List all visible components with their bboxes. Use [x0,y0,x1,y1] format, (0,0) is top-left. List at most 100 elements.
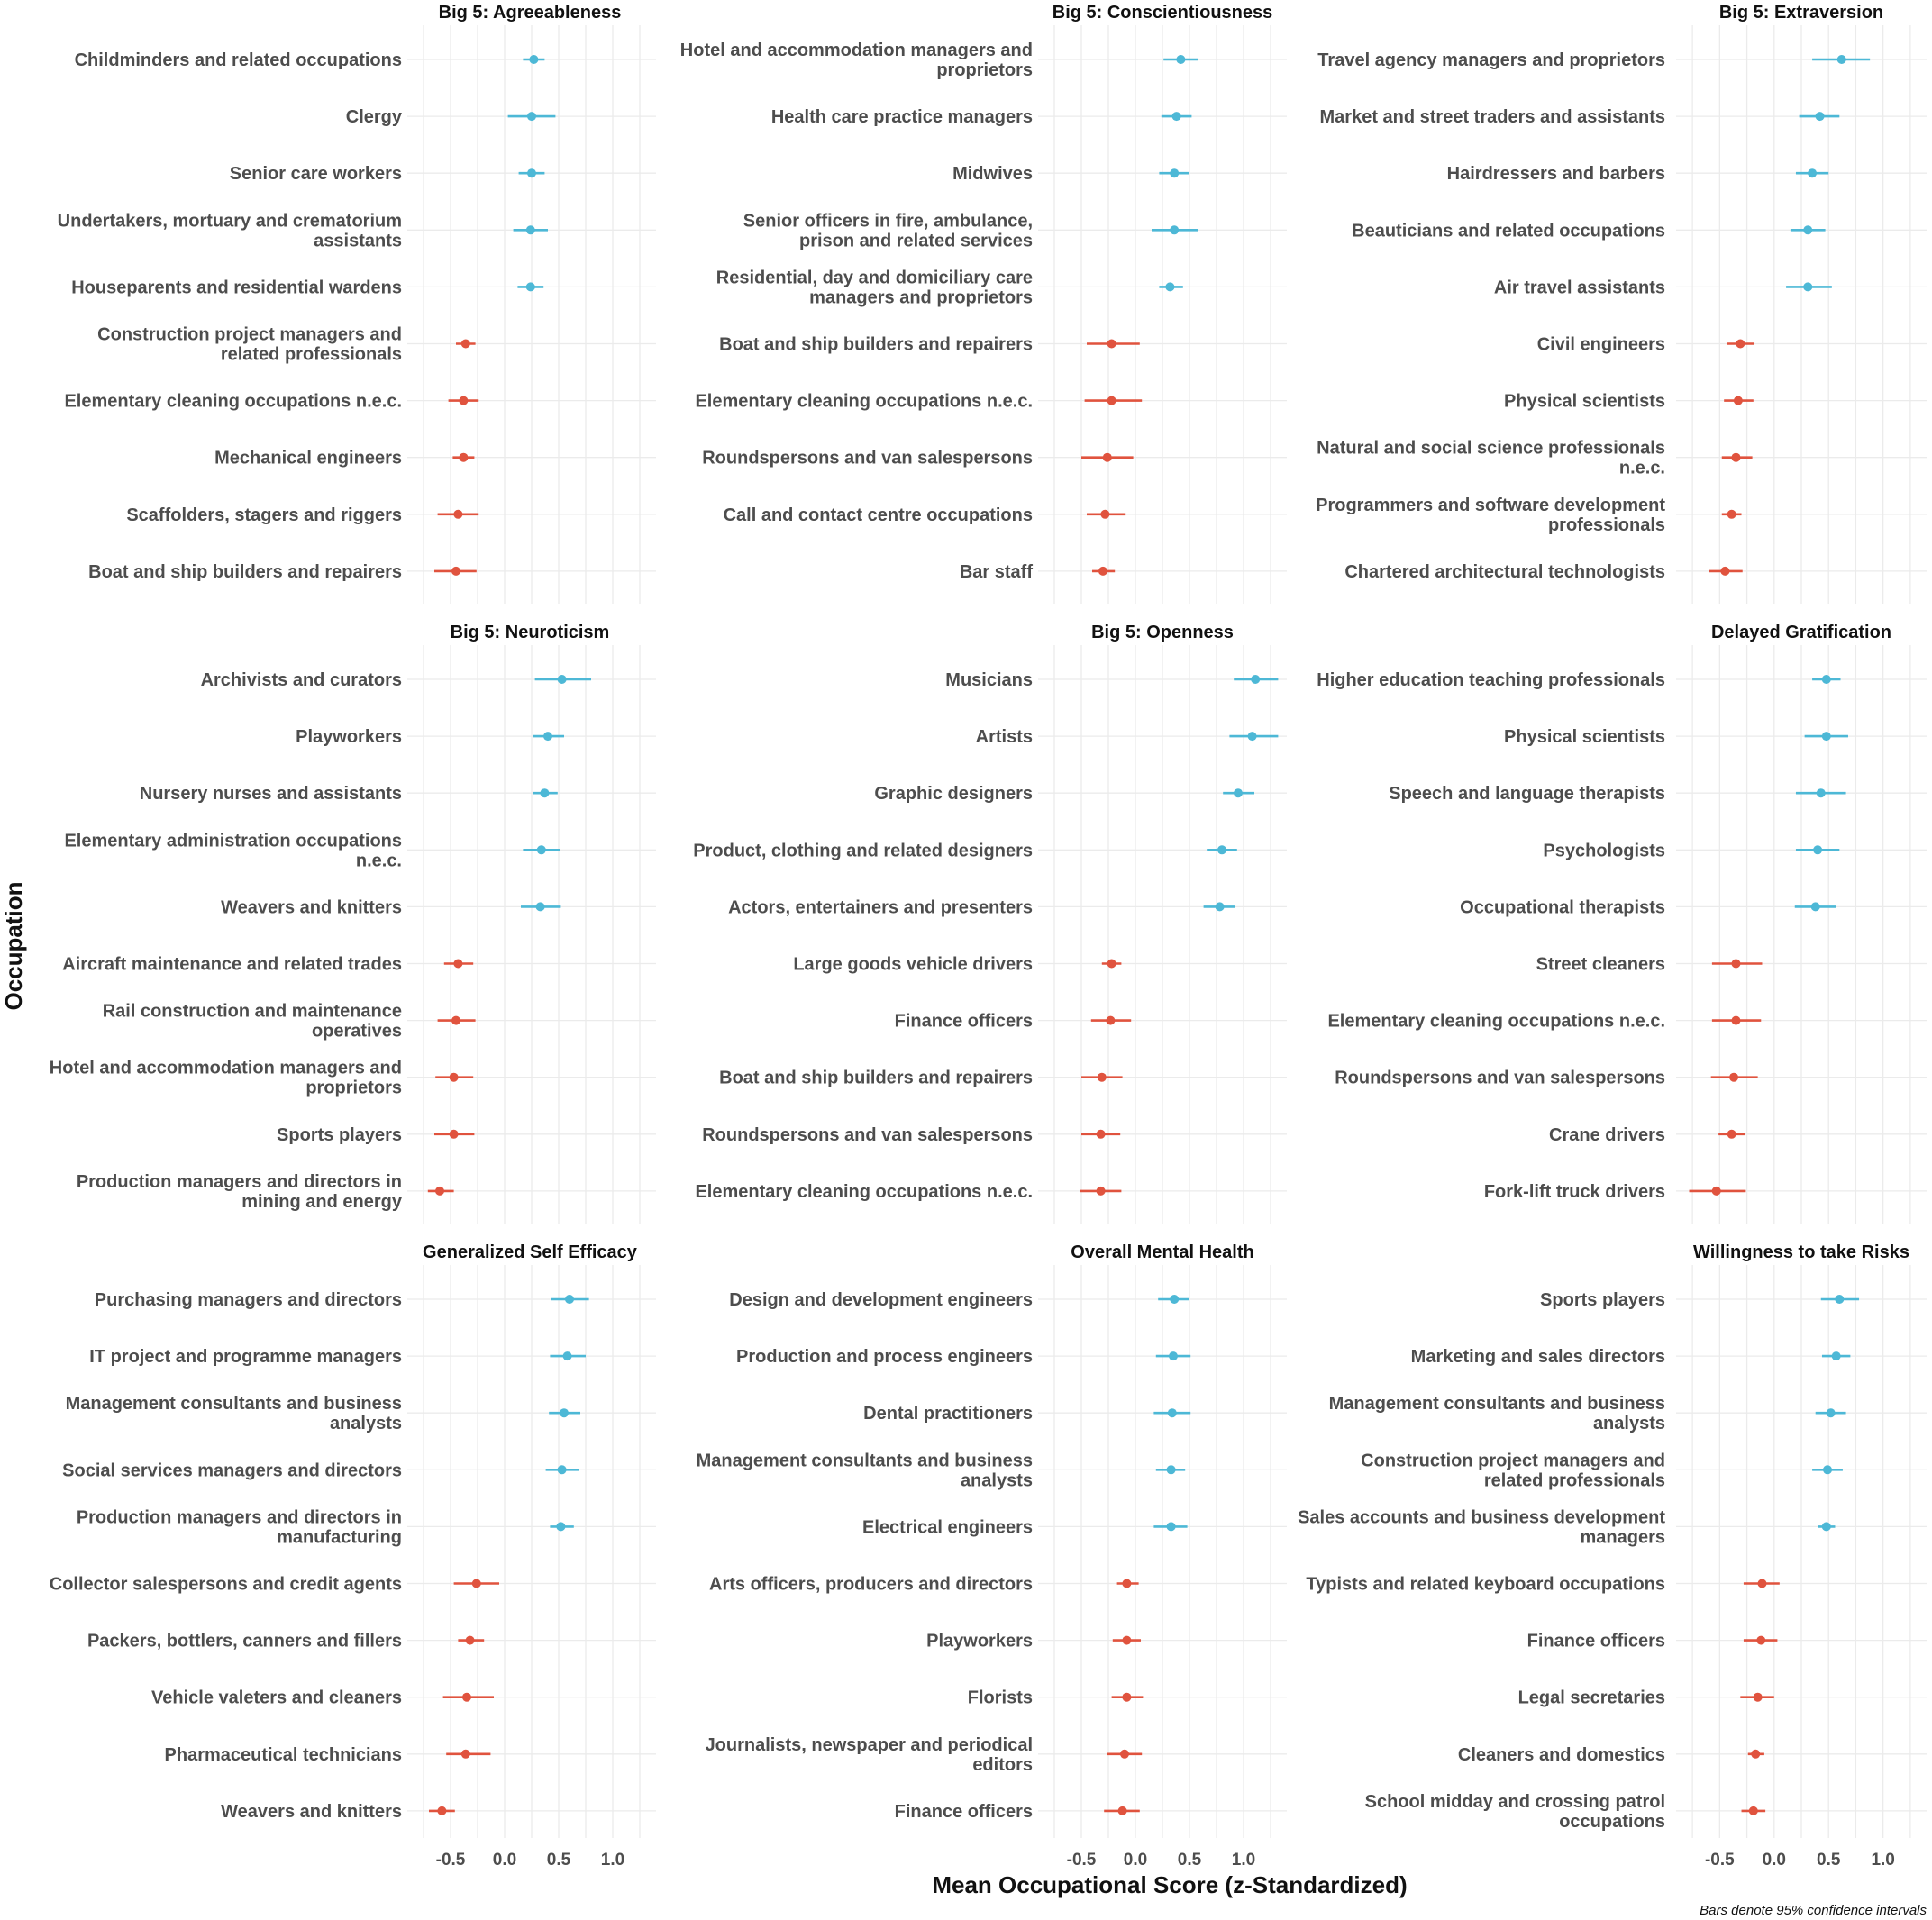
occupation-label: Product, clothing and related designers [693,841,1033,860]
occupation-label: Archivists and curators [201,670,402,690]
occupation-label: Roundspersons and van salespersons [1335,1069,1665,1088]
panel-title: Big 5: Extraversion [1719,3,1883,23]
mean-point [1727,1129,1736,1139]
x-tick-label: 0.5 [1178,1851,1202,1870]
mean-point [1106,1015,1116,1025]
occupation-label: Scaffolders, stagers and riggers [126,505,402,525]
mean-point [1107,396,1116,405]
mean-point [1171,112,1181,122]
occupation-label: Market and street traders and assistants [1320,107,1666,127]
occupation-label: Packers, bottlers, canners and fillers [87,1632,402,1652]
mean-point [1727,509,1736,519]
mean-point [1803,225,1813,235]
occupation-label: Clergy [346,107,403,127]
y-axis-title: Occupation [0,881,27,1010]
mean-point [557,675,567,684]
mean-point [465,1635,475,1645]
mean-point [453,959,463,969]
occupation-label: Elementary cleaning occupations n.e.c. [695,392,1033,412]
occupation-label: Sports players [1540,1290,1665,1310]
occupation-label: Hairdressers and barbers [1447,164,1665,184]
mean-point [471,1579,481,1588]
mean-point [1815,112,1825,122]
mean-point [1247,732,1257,742]
mean-point [460,1749,470,1759]
occupation-label: Management consultants and business analy… [1329,1394,1665,1433]
occupation-label: Hotel and accommodation managers and prop… [50,1059,402,1098]
panel-title: Big 5: Conscientiousness [1053,3,1273,23]
occupation-label: Roundspersons and van salespersons [702,449,1033,469]
panel-title: Overall Mental Health [1071,1242,1253,1262]
mean-point [1170,168,1180,178]
occupation-label: Programmers and software development prof… [1316,496,1665,535]
mean-point [1122,1692,1132,1702]
mean-point [1234,788,1243,798]
occupation-label: Production managers and directors in manu… [77,1507,402,1547]
mean-point [1731,1015,1741,1025]
occupation-label: Crane drivers [1549,1125,1665,1145]
occupation-label: Typists and related keyboard occupations [1306,1575,1665,1595]
x-tick-label: -0.5 [1705,1851,1735,1870]
occupation-label: Street cleaners [1536,955,1665,975]
occupation-label: Call and contact centre occupations [724,505,1033,525]
mean-point [1810,902,1820,912]
occupation-label: Graphic designers [874,784,1033,804]
occupation-label: Hotel and accommodation managers and prop… [680,41,1033,80]
panel: Willingness to take Risks Sports players M… [1298,1242,1927,1870]
mean-point [1821,675,1831,684]
occupation-label: Dental practitioners [863,1404,1033,1424]
occupation-label: Management consultants and business analy… [66,1394,402,1433]
occupation-label: Sports players [277,1125,402,1145]
occupation-label: Artists [976,727,1033,747]
mean-point [460,339,470,349]
occupation-label: Health care practice managers [771,107,1033,127]
mean-point [543,732,552,742]
occupation-label: Actors, entertainers and presenters [728,897,1033,917]
mean-point [435,1186,444,1196]
occupation-label: Elementary cleaning occupations n.e.c. [695,1182,1033,1202]
mean-point [1170,225,1180,235]
mean-point [1731,959,1741,969]
occupation-label: Electrical engineers [862,1517,1033,1537]
x-tick-label: 0.0 [1124,1851,1147,1870]
mean-point [451,566,460,576]
occupation-label: Air travel assistants [1494,278,1665,297]
mean-point [1756,1635,1766,1645]
panel: Big 5: Neuroticism Archivists and curator… [50,623,656,1224]
mean-point [1100,509,1110,519]
mean-point [1753,1692,1763,1702]
panel: Delayed Gratification Higher education te… [1317,623,1927,1224]
mean-point [1117,1806,1127,1815]
occupation-label: Purchasing managers and directors [95,1290,402,1310]
mean-point [1733,396,1743,405]
occupation-label: Production managers and directors in mini… [77,1172,403,1212]
occupation-label: Boat and ship builders and repairers [719,335,1033,355]
panel-title: Generalized Self Efficacy [423,1242,638,1262]
occupation-label: Rail construction and maintenance operati… [103,1002,402,1042]
mean-point [1736,339,1745,349]
mean-point [1751,1749,1761,1759]
occupation-label: Sales accounts and business development m… [1298,1507,1665,1547]
mean-point [1813,845,1823,855]
mean-point [437,1806,447,1815]
occupation-label: Bar staff [960,562,1033,582]
occupation-label: Marketing and sales directors [1411,1347,1665,1367]
mean-point [529,55,539,64]
occupation-label: Aircraft maintenance and related trades [62,955,402,975]
mean-point [459,452,469,462]
occupation-label: Large goods vehicle drivers [793,955,1033,975]
mean-point [449,1129,459,1139]
mean-point [1097,1072,1107,1082]
occupation-label: Weavers and knitters [221,1802,402,1822]
x-tick-label: 1.0 [1232,1851,1255,1870]
mean-point [1166,1522,1176,1532]
panel-title: Big 5: Agreeableness [439,3,622,23]
occupation-label: Florists [968,1688,1033,1708]
x-tick-label: 1.0 [1871,1851,1894,1870]
mean-point [1831,1351,1841,1361]
occupation-label: Elementary cleaning occupations n.e.c. [64,392,402,412]
mean-point [527,168,536,178]
occupation-label: Construction project managers and related… [1361,1451,1665,1490]
mean-point [525,282,535,292]
